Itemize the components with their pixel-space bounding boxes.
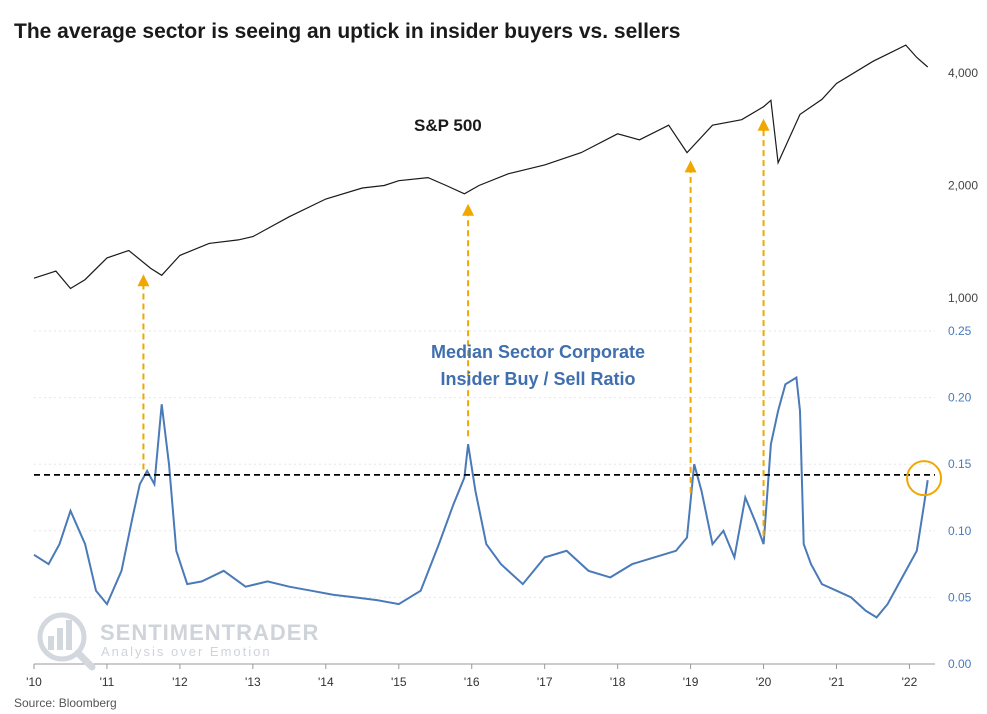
x-tick-label: '18 (610, 675, 626, 689)
highlight-circle (906, 460, 943, 497)
x-tick-label: '16 (464, 675, 480, 689)
x-axis: '10 '11 '12 '13 '14 '15 '16 '17 '18 '19 '20 '21 '22 (26, 663, 935, 689)
spx-y-axis: 1,000 2,000 4,000 (948, 66, 978, 305)
watermark-logo-icon (37, 612, 96, 671)
x-tick-label: '10 (26, 675, 42, 689)
ratio-y-tick-label: 0.05 (948, 590, 972, 604)
signal-arrow-head-icon (757, 118, 770, 131)
spx-y-tick-label: 1,000 (948, 291, 978, 305)
x-tick-label: '21 (829, 675, 845, 689)
spx-y-tick-label: 2,000 (948, 179, 978, 193)
x-tick-label: '20 (756, 675, 772, 689)
spx-series-line (33, 44, 929, 290)
spx-y-tick-label: 4,000 (948, 66, 978, 80)
x-tick-label: '11 (100, 675, 115, 689)
x-tick-label: '13 (245, 675, 261, 689)
x-tick-label: '22 (902, 675, 918, 689)
x-tick-label: '19 (683, 675, 699, 689)
ratio-y-axis: 0.00 0.05 0.10 0.15 0.20 0.25 (948, 324, 972, 671)
watermark-brand: SENTIMENTRADER (100, 620, 319, 645)
ratio-y-tick-label: 0.20 (948, 391, 972, 405)
chart-title: The average sector is seeing an uptick i… (14, 20, 681, 43)
ratio-y-tick-label: 0.10 (948, 524, 972, 538)
x-tick-label: '14 (318, 675, 334, 689)
x-tick-label: '12 (172, 675, 188, 689)
watermark-tagline: Analysis over Emotion (101, 644, 272, 659)
x-tick-label: '15 (391, 675, 407, 689)
ratio-series-label-line2: Insider Buy / Sell Ratio (440, 369, 635, 389)
signal-arrow-head-icon (462, 203, 475, 216)
signal-arrow-head-icon (684, 160, 697, 173)
signal-arrow-head-icon (137, 274, 150, 287)
ratio-series-label-line1: Median Sector Corporate (431, 342, 645, 362)
source-note: Source: Bloomberg (14, 696, 117, 710)
ratio-y-tick-label: 0.00 (948, 657, 972, 671)
x-tick-label: '17 (537, 675, 553, 689)
ratio-y-tick-label: 0.25 (948, 324, 972, 338)
ratio-y-tick-label: 0.15 (948, 457, 972, 471)
ratio-series-line (33, 375, 929, 619)
watermark: SENTIMENTRADER Analysis over Emotion (37, 612, 319, 671)
signal-arrows (137, 118, 770, 537)
spx-series-label: S&P 500 (414, 116, 482, 135)
